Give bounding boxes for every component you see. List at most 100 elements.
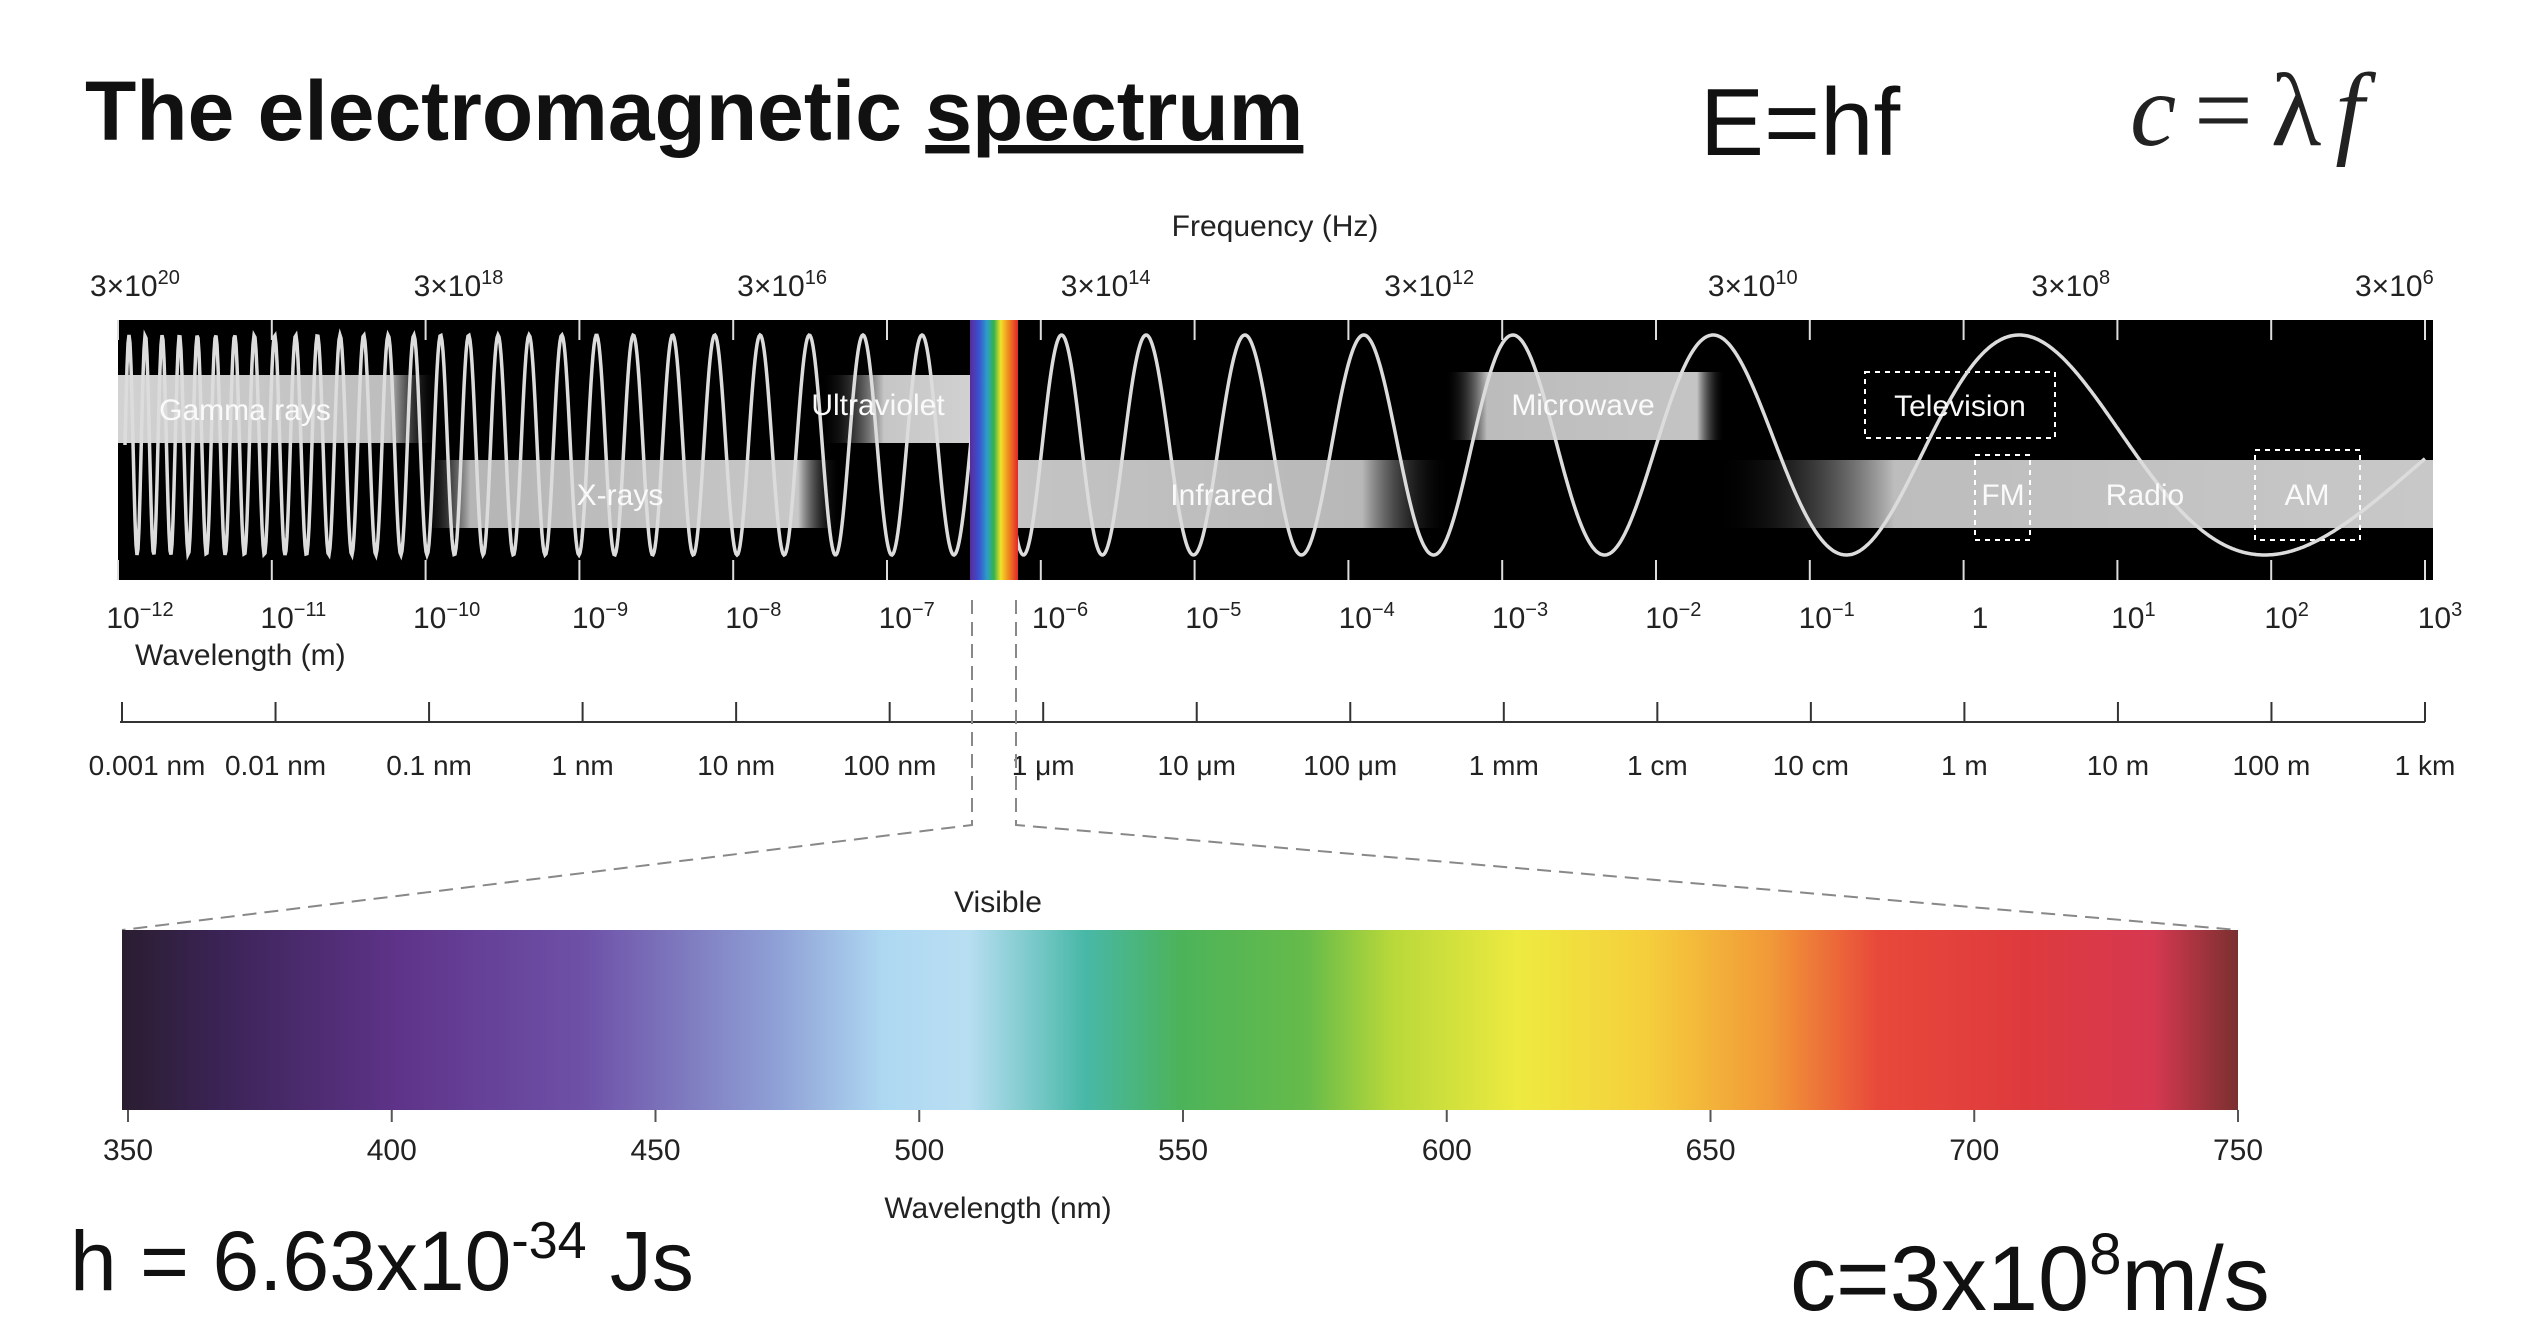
wavelength-tick-exp: 2 [2298, 599, 2309, 621]
television-box [1864, 371, 2056, 439]
frequency-tick-exp: 14 [1128, 267, 1150, 289]
frequency-tick-label: 3×1014 [1061, 267, 1151, 303]
gamma-rays-label: Gamma rays [159, 394, 331, 427]
wavelength-tick-exp: −12 [140, 599, 174, 621]
frequency-tick-base: 3×10 [737, 270, 805, 303]
frequency-tick-exp: 10 [1775, 267, 1797, 289]
television-label: Television [1894, 390, 2026, 423]
frequency-tick-labels: 3×1020 3×1018 3×1016 3×1014 3×1012 3×1010 3×10… [90, 267, 2434, 303]
frequency-tick-exp: 20 [158, 267, 180, 289]
wavelength-tick-label: 10−4 [1339, 599, 1395, 635]
em-wave-line [123, 328, 2427, 561]
wavelength-tick-exp: −5 [1219, 599, 1242, 621]
wavelength-tick-exp: −11 [294, 599, 326, 621]
unit-tick-label: 0.001 nm [89, 750, 206, 781]
frequency-tick-base: 3×10 [90, 270, 158, 303]
wavelength-tick-exp: −4 [1372, 599, 1395, 621]
frequency-tick-label: 3×1016 [737, 267, 827, 303]
wavelength-tick-label: 10−3 [1492, 599, 1548, 635]
visible-tick-label: 650 [1685, 1134, 1735, 1167]
band-top-ticks [117, 320, 2426, 580]
radio-label: Radio [2106, 479, 2184, 512]
wavelength-tick-base: 10 [260, 602, 293, 635]
wavelength-tick-label: 10−11 [260, 599, 326, 635]
unit-tick-label: 1 mm [1469, 750, 1539, 781]
wavelength-tick-base: 10 [725, 602, 758, 635]
wavelength-tick-base: 10 [1799, 602, 1832, 635]
planck-equation: E=hf [1700, 69, 1900, 176]
speed-of-light-unit: m/s [2122, 1228, 2270, 1322]
spectrum-band-background [118, 320, 2433, 580]
unit-tick-labels: 0.001 nm 0.01 nm 0.1 nm 1 nm 10 nm 100 nm 1 μm… [89, 702, 2456, 781]
wavelength-tick-base: 10 [413, 602, 446, 635]
frequency-tick-label: 3×108 [2031, 267, 2110, 303]
wavelength-tick-base: 10 [2264, 602, 2297, 635]
wave-eq-c: c [2130, 53, 2176, 168]
visible-label: Visible [954, 886, 1042, 919]
wavelength-tick-label: 10−2 [1645, 599, 1701, 635]
wave-equation: c = λ f [2130, 53, 2376, 168]
title-underlined: spectrum [925, 64, 1303, 158]
wavelength-tick-exp: −8 [759, 599, 782, 621]
wavelength-tick-base: 10 [1032, 602, 1065, 635]
wavelength-tick-label: 10−8 [725, 599, 781, 635]
frequency-axis-label: Frequency (Hz) [1172, 210, 1379, 243]
wavelength-tick-label: 103 [2418, 599, 2463, 635]
ultraviolet-label: Ultraviolet [811, 389, 945, 422]
planck-constant: h = 6.63x10-34 Js [70, 1212, 694, 1308]
frequency-tick-exp: 12 [1452, 267, 1474, 289]
wavelength-tick-label: 10−6 [1032, 599, 1088, 635]
frequency-tick-base: 3×10 [414, 270, 482, 303]
unit-tick-label: 1 μm [1012, 750, 1075, 781]
wavelength-tick-label: 10−9 [572, 599, 628, 635]
frequency-tick-base: 3×10 [2031, 270, 2099, 303]
wavelength-tick-base: 10 [1645, 602, 1678, 635]
wavelength-tick-label: 1 [1972, 602, 1989, 635]
visible-tick-label: 700 [1949, 1134, 1999, 1167]
wavelength-tick-exp: −9 [605, 599, 628, 621]
wavelength-tick-base: 1 [1972, 602, 1989, 635]
radio-band [1715, 460, 2433, 528]
wavelength-tick-exp: −6 [1065, 599, 1088, 621]
x-rays-label: X-rays [577, 479, 664, 512]
wavelength-tick-label: 10−10 [413, 599, 480, 635]
wavelength-tick-base: 10 [1185, 602, 1218, 635]
am-box [2254, 449, 2361, 541]
frequency-tick-label: 3×1012 [1384, 267, 1474, 303]
visible-tick-label: 600 [1422, 1134, 1472, 1167]
visible-tick-label: 550 [1158, 1134, 1208, 1167]
unit-tick-label: 10 m [2087, 750, 2149, 781]
unit-tick-label: 100 nm [843, 750, 936, 781]
wavelength-tick-exp: −10 [446, 599, 480, 621]
visible-tick-label: 400 [367, 1134, 417, 1167]
wavelength-axis-label: Wavelength (m) [135, 639, 346, 672]
unit-tick-label: 0.01 nm [225, 750, 326, 781]
unit-tick-label: 1 km [2395, 750, 2456, 781]
unit-tick-label: 100 μm [1303, 750, 1397, 781]
frequency-tick-base: 3×10 [1384, 270, 1452, 303]
speed-of-light: c=3x108m/s [1790, 1222, 2270, 1322]
frequency-tick-base: 3×10 [1708, 270, 1776, 303]
visible-tick-label: 750 [2213, 1134, 2263, 1167]
wavelength-tick-base: 10 [106, 602, 139, 635]
frequency-tick-exp: 6 [2423, 267, 2434, 289]
wavelength-tick-exp: −3 [1525, 599, 1548, 621]
wavelength-tick-base: 10 [879, 602, 912, 635]
wavelength-tick-exp: 1 [2144, 599, 2155, 621]
wavelength-tick-label: 10−1 [1799, 599, 1855, 635]
fm-label: FM [1981, 479, 2024, 512]
wavelength-tick-base: 10 [2111, 602, 2144, 635]
planck-constant-base: h = 6.63x10 [70, 1214, 511, 1308]
wave-eq-lambda: λ [2271, 53, 2321, 168]
frequency-tick-base: 3×10 [2355, 270, 2423, 303]
frequency-tick-exp: 16 [805, 267, 827, 289]
wavelength-tick-base: 10 [2418, 602, 2451, 635]
wavelength-tick-label: 102 [2264, 599, 2309, 635]
wavelength-tick-base: 10 [1492, 602, 1525, 635]
frequency-tick-exp: 18 [481, 267, 503, 289]
page-title: The electromagnetic spectrum [85, 64, 1303, 158]
planck-constant-exp: -34 [511, 1212, 586, 1270]
speed-of-light-exp: 8 [2089, 1222, 2121, 1287]
wave-eq-f: f [2335, 53, 2376, 168]
